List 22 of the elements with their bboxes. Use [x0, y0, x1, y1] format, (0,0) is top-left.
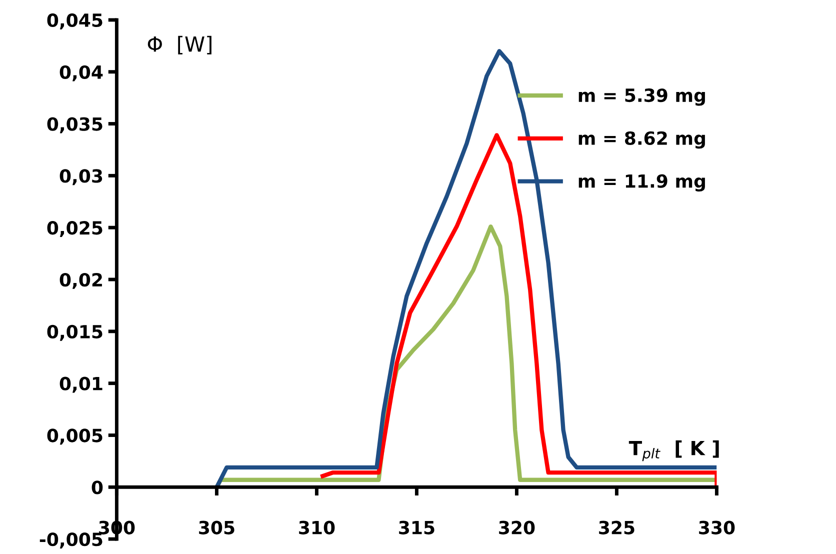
y-tick-label: 0,025 — [47, 221, 102, 238]
legend-label: m = 11.9 mg — [578, 174, 705, 192]
y-tick-label: 0,02 — [60, 272, 102, 289]
y-tick-label: 0,01 — [60, 376, 102, 393]
x-tick-label: 310 — [299, 520, 335, 534]
y-tick-label: -0,005 — [40, 532, 102, 548]
y-tick-label: 0,03 — [60, 169, 102, 186]
legend-label: m = 8.62 mg — [578, 131, 705, 149]
y-tick-label: 0,04 — [60, 65, 103, 82]
x-tick-label: 315 — [399, 520, 434, 534]
y-axis-title: Φ [W] — [148, 36, 212, 54]
x-tick-label: 330 — [699, 520, 735, 534]
x-tick-label: 325 — [599, 520, 634, 534]
x-tick-label: 320 — [499, 520, 535, 534]
y-tick-label: 0,035 — [47, 117, 102, 134]
x-tick-label: 305 — [199, 520, 234, 534]
y-tick-label: 0,005 — [47, 428, 102, 445]
y-tick-label: 0 — [92, 480, 103, 494]
y-tick-label: 0,015 — [47, 324, 102, 341]
x-axis-title: T$_{plt}$ [ K ] — [628, 440, 719, 462]
y-tick-label: 0,045 — [47, 13, 102, 30]
legend-label: m = 5.39 mg — [578, 88, 705, 106]
